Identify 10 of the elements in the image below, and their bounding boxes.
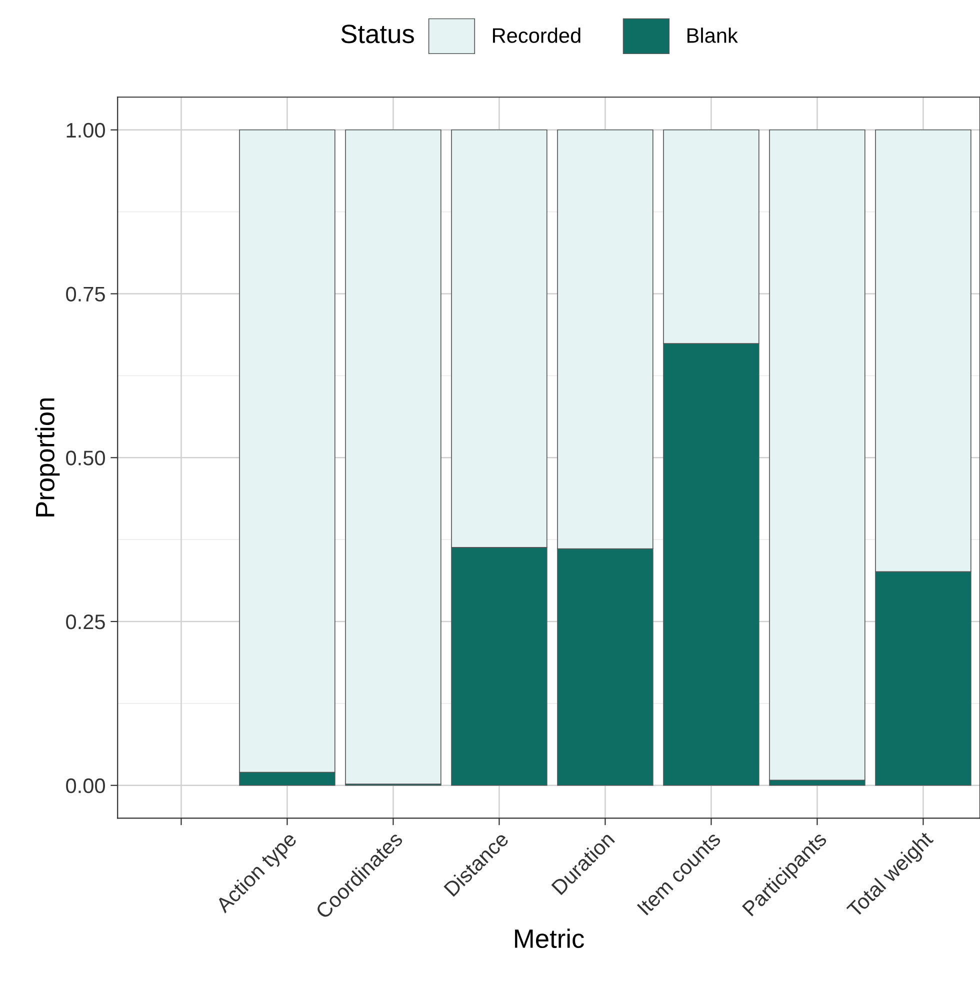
legend-label: Blank — [687, 28, 738, 43]
y-axis-title: Proportion — [35, 398, 60, 516]
y-tick-label: 0.75 — [66, 286, 105, 302]
legend-title: Status — [341, 24, 414, 44]
y-tick-label: 0.50 — [66, 450, 105, 466]
y-tick-label: 0.25 — [66, 614, 105, 630]
y-tick-label: 0.00 — [66, 778, 105, 794]
y-tick-label: 1.00 — [66, 122, 105, 138]
x-axis-title: Metric — [515, 928, 584, 948]
legend-label: Recorded — [493, 28, 580, 43]
